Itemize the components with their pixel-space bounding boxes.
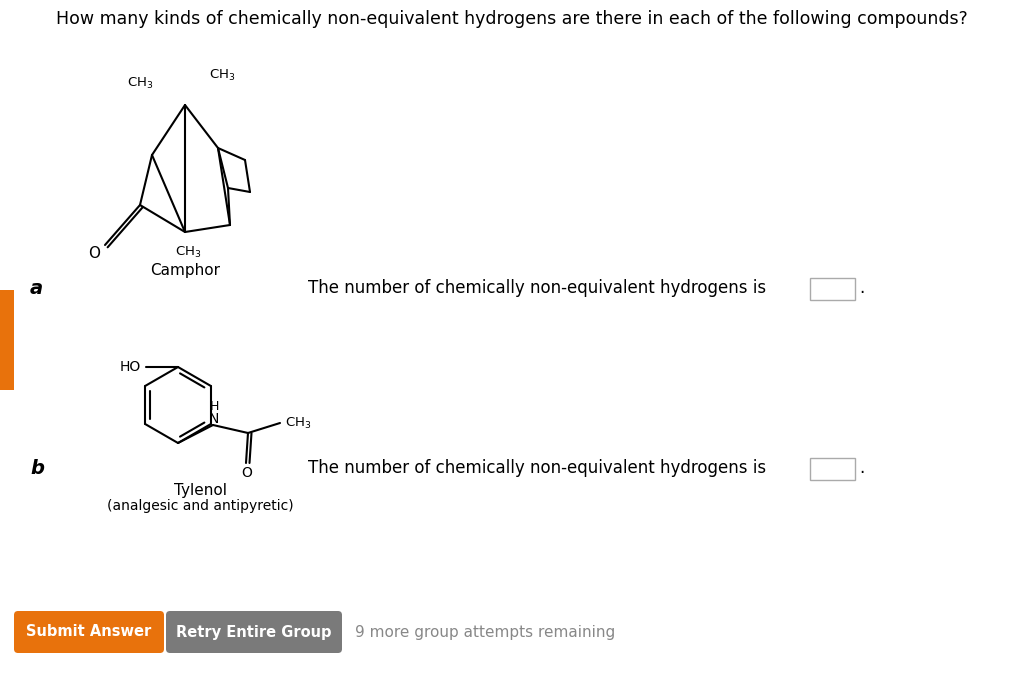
Text: H: H <box>209 400 219 413</box>
Text: Tylenol: Tylenol <box>173 482 226 497</box>
Text: The number of chemically non-equivalent hydrogens is: The number of chemically non-equivalent … <box>308 459 766 477</box>
Bar <box>810 278 855 300</box>
Text: 9 more group attempts remaining: 9 more group attempts remaining <box>355 624 615 639</box>
Text: The number of chemically non-equivalent hydrogens is: The number of chemically non-equivalent … <box>308 279 766 297</box>
Text: O: O <box>88 245 100 260</box>
Text: b: b <box>30 458 44 477</box>
Text: CH$_3$: CH$_3$ <box>127 76 154 90</box>
Text: CH$_3$: CH$_3$ <box>209 68 236 83</box>
Text: Submit Answer: Submit Answer <box>27 624 152 639</box>
Text: HO: HO <box>120 360 141 374</box>
Text: How many kinds of chemically non-equivalent hydrogens are there in each of the f: How many kinds of chemically non-equival… <box>56 10 968 28</box>
Text: .: . <box>859 459 864 477</box>
Text: (analgesic and antipyretic): (analgesic and antipyretic) <box>106 499 293 513</box>
Text: N: N <box>209 412 219 426</box>
Text: CH$_3$: CH$_3$ <box>175 245 202 260</box>
FancyBboxPatch shape <box>166 611 342 653</box>
Text: Retry Entire Group: Retry Entire Group <box>176 624 332 639</box>
FancyBboxPatch shape <box>14 611 164 653</box>
Text: O: O <box>242 466 253 480</box>
Text: a: a <box>30 278 43 298</box>
Bar <box>0 290 14 390</box>
Text: CH$_3$: CH$_3$ <box>285 415 311 431</box>
Text: Camphor: Camphor <box>150 263 220 278</box>
Bar <box>810 458 855 480</box>
Text: .: . <box>859 279 864 297</box>
